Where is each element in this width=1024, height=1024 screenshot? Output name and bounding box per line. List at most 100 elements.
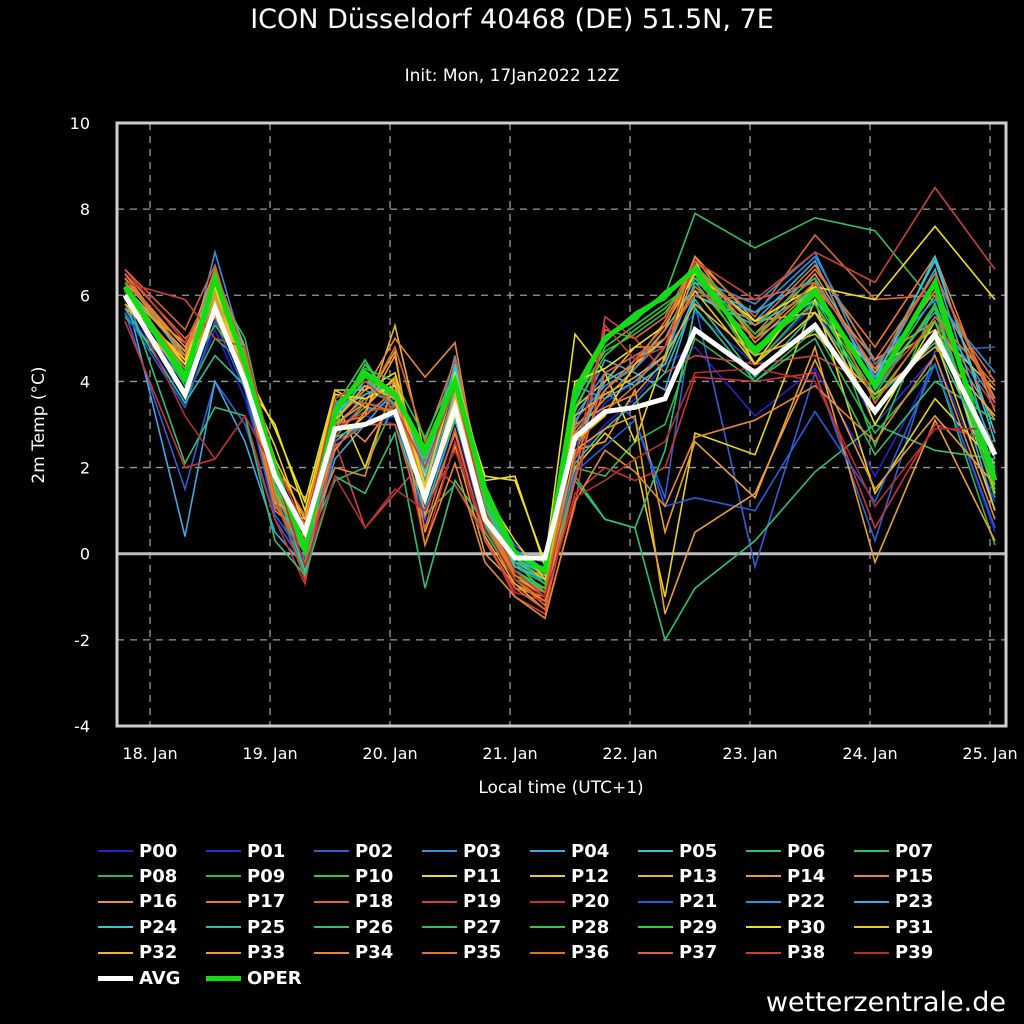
legend-swatch bbox=[746, 850, 781, 852]
legend-swatch bbox=[854, 875, 889, 878]
series-line-p26 bbox=[124, 290, 996, 590]
legend-item-oper: OPER bbox=[206, 967, 302, 989]
legend-label: P10 bbox=[355, 865, 394, 887]
legend-label: P21 bbox=[679, 891, 718, 913]
legend-item-p23: P23 bbox=[854, 891, 933, 913]
y-axis-label: 2m Temp (°C) bbox=[29, 366, 49, 483]
legend-item-p07: P07 bbox=[854, 840, 933, 862]
legend-item-p06: P06 bbox=[746, 840, 825, 862]
x-tick-label: 22. Jan bbox=[602, 744, 657, 763]
series-line-p32 bbox=[124, 297, 996, 599]
legend-swatch bbox=[530, 900, 565, 903]
watermark: wetterzentrale.de bbox=[765, 987, 1006, 1018]
x-tick-label: 24. Jan bbox=[842, 744, 897, 763]
legend-swatch bbox=[638, 951, 673, 954]
legend-swatch bbox=[854, 900, 889, 903]
legend-swatch bbox=[314, 951, 349, 954]
legend-item-p26: P26 bbox=[314, 916, 393, 938]
y-tick-label: -2 bbox=[74, 631, 90, 650]
legend-swatch bbox=[422, 926, 457, 929]
series-line-p37 bbox=[124, 262, 996, 612]
legend-swatch bbox=[854, 951, 889, 954]
y-tick-label: 2 bbox=[80, 459, 90, 478]
legend-swatch bbox=[530, 850, 565, 852]
legend-item-p24: P24 bbox=[98, 916, 177, 938]
x-tick-label: 19. Jan bbox=[242, 744, 297, 763]
series-line-p20 bbox=[124, 320, 996, 603]
legend-swatch bbox=[530, 926, 565, 929]
legend-item-p31: P31 bbox=[854, 916, 933, 938]
legend-label: P16 bbox=[139, 891, 178, 913]
legend-swatch bbox=[422, 900, 457, 903]
legend-swatch bbox=[422, 850, 457, 852]
legend-item-p02: P02 bbox=[314, 840, 393, 862]
legend-label: P04 bbox=[571, 840, 610, 862]
legend-swatch bbox=[746, 900, 781, 903]
legend-item-p37: P37 bbox=[638, 942, 717, 964]
legend-label: P14 bbox=[787, 865, 826, 887]
legend-item-p34: P34 bbox=[314, 942, 393, 964]
legend-swatch bbox=[98, 900, 133, 903]
legend-swatch bbox=[530, 875, 565, 878]
legend-swatch bbox=[314, 875, 349, 878]
legend-swatch bbox=[638, 900, 673, 903]
legend-swatch bbox=[854, 850, 889, 852]
legend-item-p14: P14 bbox=[746, 865, 825, 887]
legend-item-p33: P33 bbox=[206, 942, 285, 964]
legend-label: P24 bbox=[139, 916, 178, 938]
x-axis-label: Local time (UTC+1) bbox=[478, 778, 643, 798]
legend-item-p29: P29 bbox=[638, 916, 717, 938]
legend-label: P13 bbox=[679, 865, 718, 887]
legend-label: P29 bbox=[679, 916, 718, 938]
legend-item-p22: P22 bbox=[746, 891, 825, 913]
legend-label: P17 bbox=[247, 891, 286, 913]
legend-label: P35 bbox=[463, 942, 502, 964]
legend-item-p19: P19 bbox=[422, 891, 501, 913]
legend-item-p30: P30 bbox=[746, 916, 825, 938]
legend-item-p36: P36 bbox=[530, 942, 609, 964]
legend-item-p38: P38 bbox=[746, 942, 825, 964]
legend-swatch bbox=[98, 975, 133, 981]
legend-swatch bbox=[206, 850, 241, 852]
legend-item-p04: P04 bbox=[530, 840, 609, 862]
legend-swatch bbox=[98, 951, 133, 954]
legend-swatch bbox=[530, 951, 565, 954]
legend-item-p10: P10 bbox=[314, 865, 393, 887]
legend-label: P03 bbox=[463, 840, 502, 862]
legend-item-p03: P03 bbox=[422, 840, 501, 862]
x-tick-label: 21. Jan bbox=[482, 744, 537, 763]
x-tick-label: 18. Jan bbox=[122, 744, 177, 763]
series-line-avg bbox=[122, 294, 998, 561]
legend-label: P01 bbox=[247, 840, 286, 862]
legend-label: P33 bbox=[247, 942, 286, 964]
legend-label: AVG bbox=[139, 967, 181, 989]
series-line-p36 bbox=[124, 281, 996, 594]
legend-label: P19 bbox=[463, 891, 502, 913]
legend-item-p00: P00 bbox=[98, 840, 177, 862]
legend-label: P37 bbox=[679, 942, 718, 964]
legend-label: P20 bbox=[571, 891, 610, 913]
chart-title: ICON Düsseldorf 40468 (DE) 51.5N, 7E bbox=[250, 4, 774, 35]
legend-swatch bbox=[746, 926, 781, 929]
legend-swatch bbox=[98, 875, 133, 878]
legend-swatch bbox=[746, 875, 781, 878]
legend-item-p27: P27 bbox=[422, 916, 501, 938]
legend-swatch bbox=[206, 951, 241, 954]
legend-swatch bbox=[422, 951, 457, 954]
legend-label: P26 bbox=[355, 916, 394, 938]
legend-label: OPER bbox=[247, 967, 302, 989]
legend-item-p17: P17 bbox=[206, 891, 285, 913]
legend-label: P34 bbox=[355, 942, 394, 964]
legend-item-p08: P08 bbox=[98, 865, 177, 887]
y-tick-label: -4 bbox=[74, 717, 90, 736]
legend-swatch bbox=[206, 875, 241, 878]
y-tick-label: 8 bbox=[80, 200, 90, 219]
legend-label: P28 bbox=[571, 916, 610, 938]
legend-swatch bbox=[98, 850, 133, 852]
legend-swatch bbox=[314, 900, 349, 903]
x-tick-label: 25. Jan bbox=[962, 744, 1017, 763]
legend-swatch bbox=[638, 875, 673, 878]
legend-swatch bbox=[314, 850, 349, 852]
legend-label: P25 bbox=[247, 916, 286, 938]
